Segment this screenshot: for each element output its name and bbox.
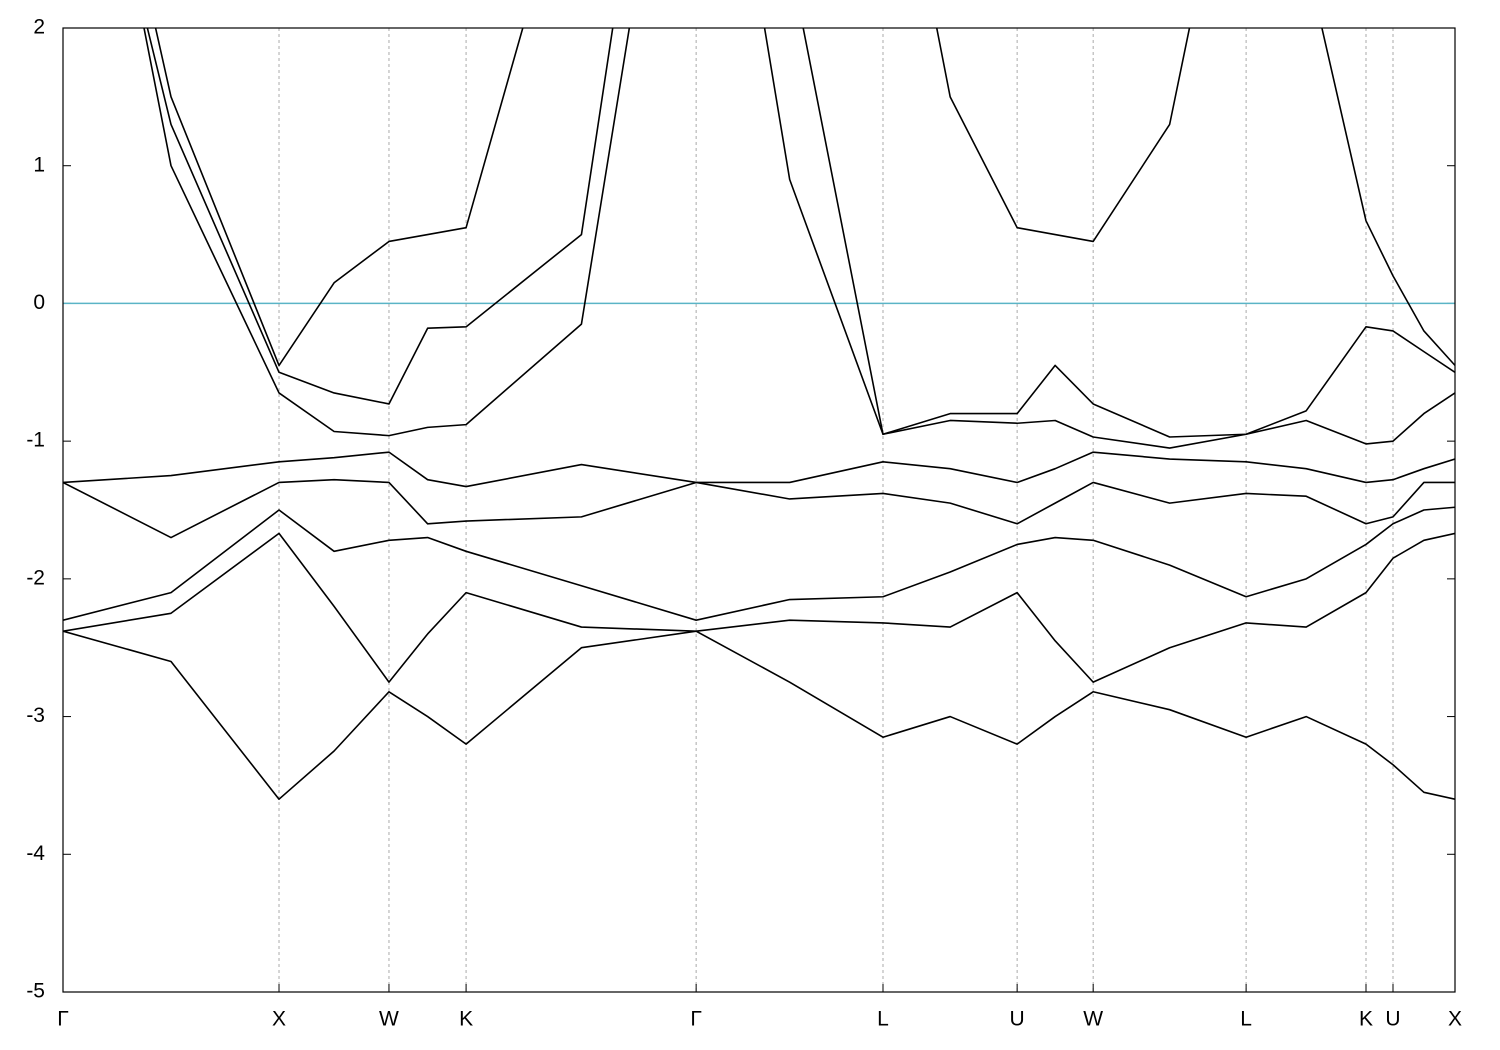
band-line	[146, 28, 1455, 438]
x-tick-label: Γ	[690, 1008, 702, 1031]
y-tick-label: -1	[26, 429, 45, 452]
y-tick-label: 2	[33, 16, 45, 39]
y-tick-label: 0	[33, 291, 45, 314]
band-line	[63, 630, 1455, 800]
y-tick-label: 1	[33, 153, 45, 176]
x-tick-label: X	[272, 1008, 286, 1031]
x-tick-label: W	[379, 1008, 399, 1031]
band-line	[63, 451, 1455, 488]
band-line	[63, 506, 1455, 621]
x-tick-label: L	[877, 1008, 889, 1031]
x-tick-label: W	[1083, 1008, 1103, 1031]
y-tick-label: -4	[26, 842, 45, 865]
x-tick-label: L	[1240, 1008, 1252, 1031]
y-tick-label: -2	[26, 566, 45, 589]
y-tick-label: -5	[26, 980, 45, 1003]
band-line	[63, 532, 1455, 683]
band-line	[143, 28, 1455, 449]
x-tick-label: X	[1448, 1008, 1462, 1031]
band-line	[154, 28, 1455, 367]
y-tick-label: -3	[26, 704, 45, 727]
x-tick-label: Γ	[57, 1008, 69, 1031]
plot-frame	[62, 27, 1456, 993]
band-line	[63, 478, 1455, 539]
x-tick-label: U	[1010, 1008, 1025, 1031]
bands	[63, 28, 1455, 800]
x-tick-label: K	[1359, 1008, 1373, 1031]
x-tick-label: K	[459, 1008, 473, 1031]
x-tick-label: U	[1385, 1008, 1400, 1031]
